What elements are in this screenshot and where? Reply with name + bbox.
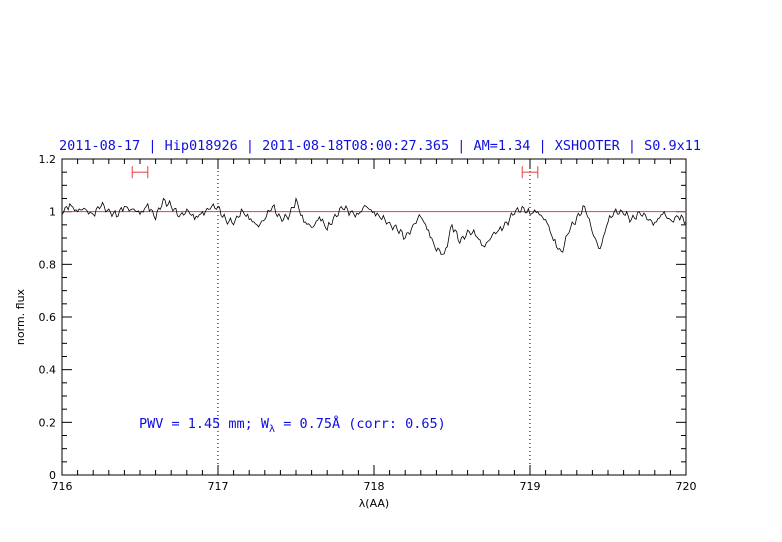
y-tick-label: 0.2 <box>39 416 57 429</box>
x-tick-label: 720 <box>676 480 697 493</box>
y-tick-label: 0.8 <box>39 258 57 271</box>
series-layer <box>61 196 687 255</box>
annotation-subscript: λ <box>269 424 275 435</box>
spectrum-line <box>61 196 687 255</box>
y-tick-label: 1.2 <box>39 153 57 166</box>
y-tick-label: 0.6 <box>39 311 57 324</box>
range-markers <box>131 166 539 179</box>
x-tick-label: 716 <box>52 480 73 493</box>
chart-title: 2011-08-17 | Hip018926 | 2011-08-18T08:0… <box>59 138 701 154</box>
tick-labels: 716 717 718 719 720 0 0.2 0.4 0.6 0.8 1 1.2 <box>39 153 697 493</box>
y-tick-label: 1 <box>49 206 56 219</box>
annotation-prefix: PWV = 1.45 mm; W <box>139 416 270 432</box>
y-tick-label: 0.4 <box>39 364 57 377</box>
x-tick-label: 719 <box>520 480 541 493</box>
annotation-suffix: = 0.75Å (corr: 0.65) <box>275 415 446 432</box>
x-axis-label: λ(AA) <box>359 497 389 510</box>
y-tick-label: 0 <box>49 469 56 482</box>
x-tick-label: 718 <box>364 480 385 493</box>
pwv-annotation: PWV = 1.45 mm; Wλ = 0.75Å (corr: 0.65) <box>139 415 446 435</box>
y-axis-label: norm. flux <box>14 288 27 345</box>
x-tick-label: 717 <box>208 480 229 493</box>
